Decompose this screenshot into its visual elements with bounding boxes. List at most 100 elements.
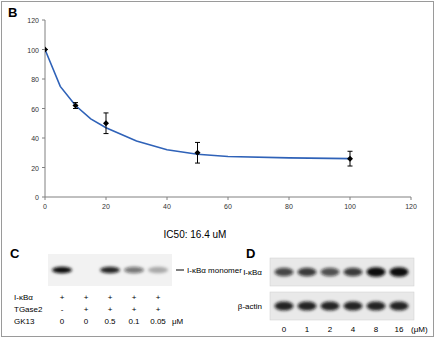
y-tick bbox=[42, 20, 45, 21]
row-label: I-κBα bbox=[14, 293, 33, 302]
x-tick bbox=[289, 197, 290, 200]
error-cap bbox=[104, 112, 109, 113]
band bbox=[275, 268, 294, 277]
blot-background bbox=[48, 254, 172, 286]
y-tick-label: 100 bbox=[27, 47, 39, 54]
x-tick-label: 120 bbox=[405, 203, 417, 210]
y-tick-label: 0 bbox=[35, 194, 39, 201]
band-pointer bbox=[176, 270, 184, 271]
lane-label: 1 bbox=[305, 325, 310, 334]
error-bar bbox=[73, 103, 78, 109]
band bbox=[100, 267, 120, 273]
x-tick bbox=[411, 197, 412, 200]
band bbox=[367, 267, 386, 277]
lane-label: 8 bbox=[374, 325, 379, 334]
band bbox=[76, 267, 96, 273]
lane-cell: + bbox=[132, 293, 137, 302]
data-point bbox=[73, 103, 79, 109]
y-tick bbox=[42, 79, 45, 80]
y-tick-label: 20 bbox=[31, 165, 39, 172]
band-label: I-κBα monomer bbox=[187, 266, 242, 275]
y-tick-label: 80 bbox=[31, 76, 39, 83]
band bbox=[321, 301, 340, 310]
error-cap bbox=[104, 133, 109, 134]
x-tick-label: 20 bbox=[102, 203, 110, 210]
panel-label: C bbox=[10, 246, 20, 261]
blot-background bbox=[270, 258, 414, 286]
x-tick bbox=[228, 197, 229, 200]
row-label: I-κBα bbox=[243, 268, 262, 277]
lane-cell: + bbox=[108, 305, 113, 314]
y-tick bbox=[42, 167, 45, 168]
x-tick-label: 60 bbox=[224, 203, 232, 210]
lane-cell: 0 bbox=[60, 317, 65, 326]
row-label: β-actin bbox=[238, 302, 262, 311]
y-tick-label: 120 bbox=[27, 17, 39, 24]
fit-curve bbox=[45, 50, 350, 159]
band bbox=[390, 301, 409, 310]
band bbox=[124, 267, 144, 273]
axes: 0 20 40 60 80 100 120 0 20 40 60 80 100 120 bbox=[27, 17, 417, 210]
y-tick-label: 40 bbox=[31, 135, 39, 142]
error-bar bbox=[104, 113, 109, 134]
row-label: TGase2 bbox=[14, 305, 43, 314]
band bbox=[321, 268, 340, 276]
x-tick bbox=[45, 197, 46, 200]
error-cap bbox=[348, 151, 353, 152]
band bbox=[390, 267, 409, 277]
band bbox=[298, 268, 317, 277]
unit-label: μM bbox=[172, 317, 184, 326]
x-tick bbox=[350, 197, 351, 200]
x-tick-label: 100 bbox=[344, 203, 356, 210]
x-tick-label: 40 bbox=[163, 203, 171, 210]
data-point bbox=[103, 120, 109, 126]
lane-cell: + bbox=[84, 293, 89, 302]
y-tick bbox=[42, 138, 45, 139]
blot-background bbox=[270, 292, 414, 320]
band bbox=[344, 301, 363, 310]
lane-cell: + bbox=[156, 305, 161, 314]
band bbox=[367, 301, 386, 310]
data-point bbox=[347, 156, 353, 162]
x-tick-label: 0 bbox=[43, 203, 47, 210]
x-tick bbox=[167, 197, 168, 200]
band bbox=[148, 267, 168, 273]
data-point bbox=[45, 47, 48, 53]
panel-label: D bbox=[246, 246, 255, 261]
lane-label: 16 bbox=[395, 325, 404, 334]
figure-border bbox=[2, 2, 434, 337]
lane-label: 0 bbox=[282, 325, 287, 334]
error-bar bbox=[195, 142, 200, 163]
lane-cell: + bbox=[156, 293, 161, 302]
y-tick bbox=[42, 108, 45, 109]
figure: B020406080100120020406080100120IC50: 16.… bbox=[0, 0, 435, 338]
lane-cell: + bbox=[132, 305, 137, 314]
error-bar bbox=[348, 151, 353, 166]
y-tick bbox=[42, 49, 45, 50]
lane-label: 4 bbox=[351, 325, 356, 334]
lane-cell: + bbox=[108, 293, 113, 302]
band bbox=[52, 267, 72, 273]
data-point bbox=[195, 150, 201, 156]
lane-cell: + bbox=[60, 293, 65, 302]
row-label: GK13 bbox=[14, 317, 35, 326]
lane-cell: + bbox=[84, 305, 89, 314]
error-cap bbox=[195, 142, 200, 143]
lane-cell: 0.05 bbox=[150, 317, 166, 326]
lane-cell: 0.5 bbox=[104, 317, 116, 326]
band bbox=[275, 301, 294, 310]
lane-label: 2 bbox=[328, 325, 333, 334]
band bbox=[298, 301, 317, 310]
error-cap bbox=[195, 163, 200, 164]
plot-area bbox=[45, 47, 353, 167]
y-tick-label: 60 bbox=[31, 106, 39, 113]
unit-label: (μM) bbox=[411, 325, 428, 334]
band bbox=[344, 268, 363, 277]
lane-cell: 0.1 bbox=[128, 317, 140, 326]
lane-cell: 0 bbox=[84, 317, 89, 326]
panel-label: B bbox=[8, 5, 17, 20]
lane-cell: - bbox=[61, 305, 64, 314]
ic50-annotation: IC50: 16.4 uM bbox=[164, 229, 227, 240]
x-tick-label: 80 bbox=[285, 203, 293, 210]
error-cap bbox=[348, 166, 353, 167]
